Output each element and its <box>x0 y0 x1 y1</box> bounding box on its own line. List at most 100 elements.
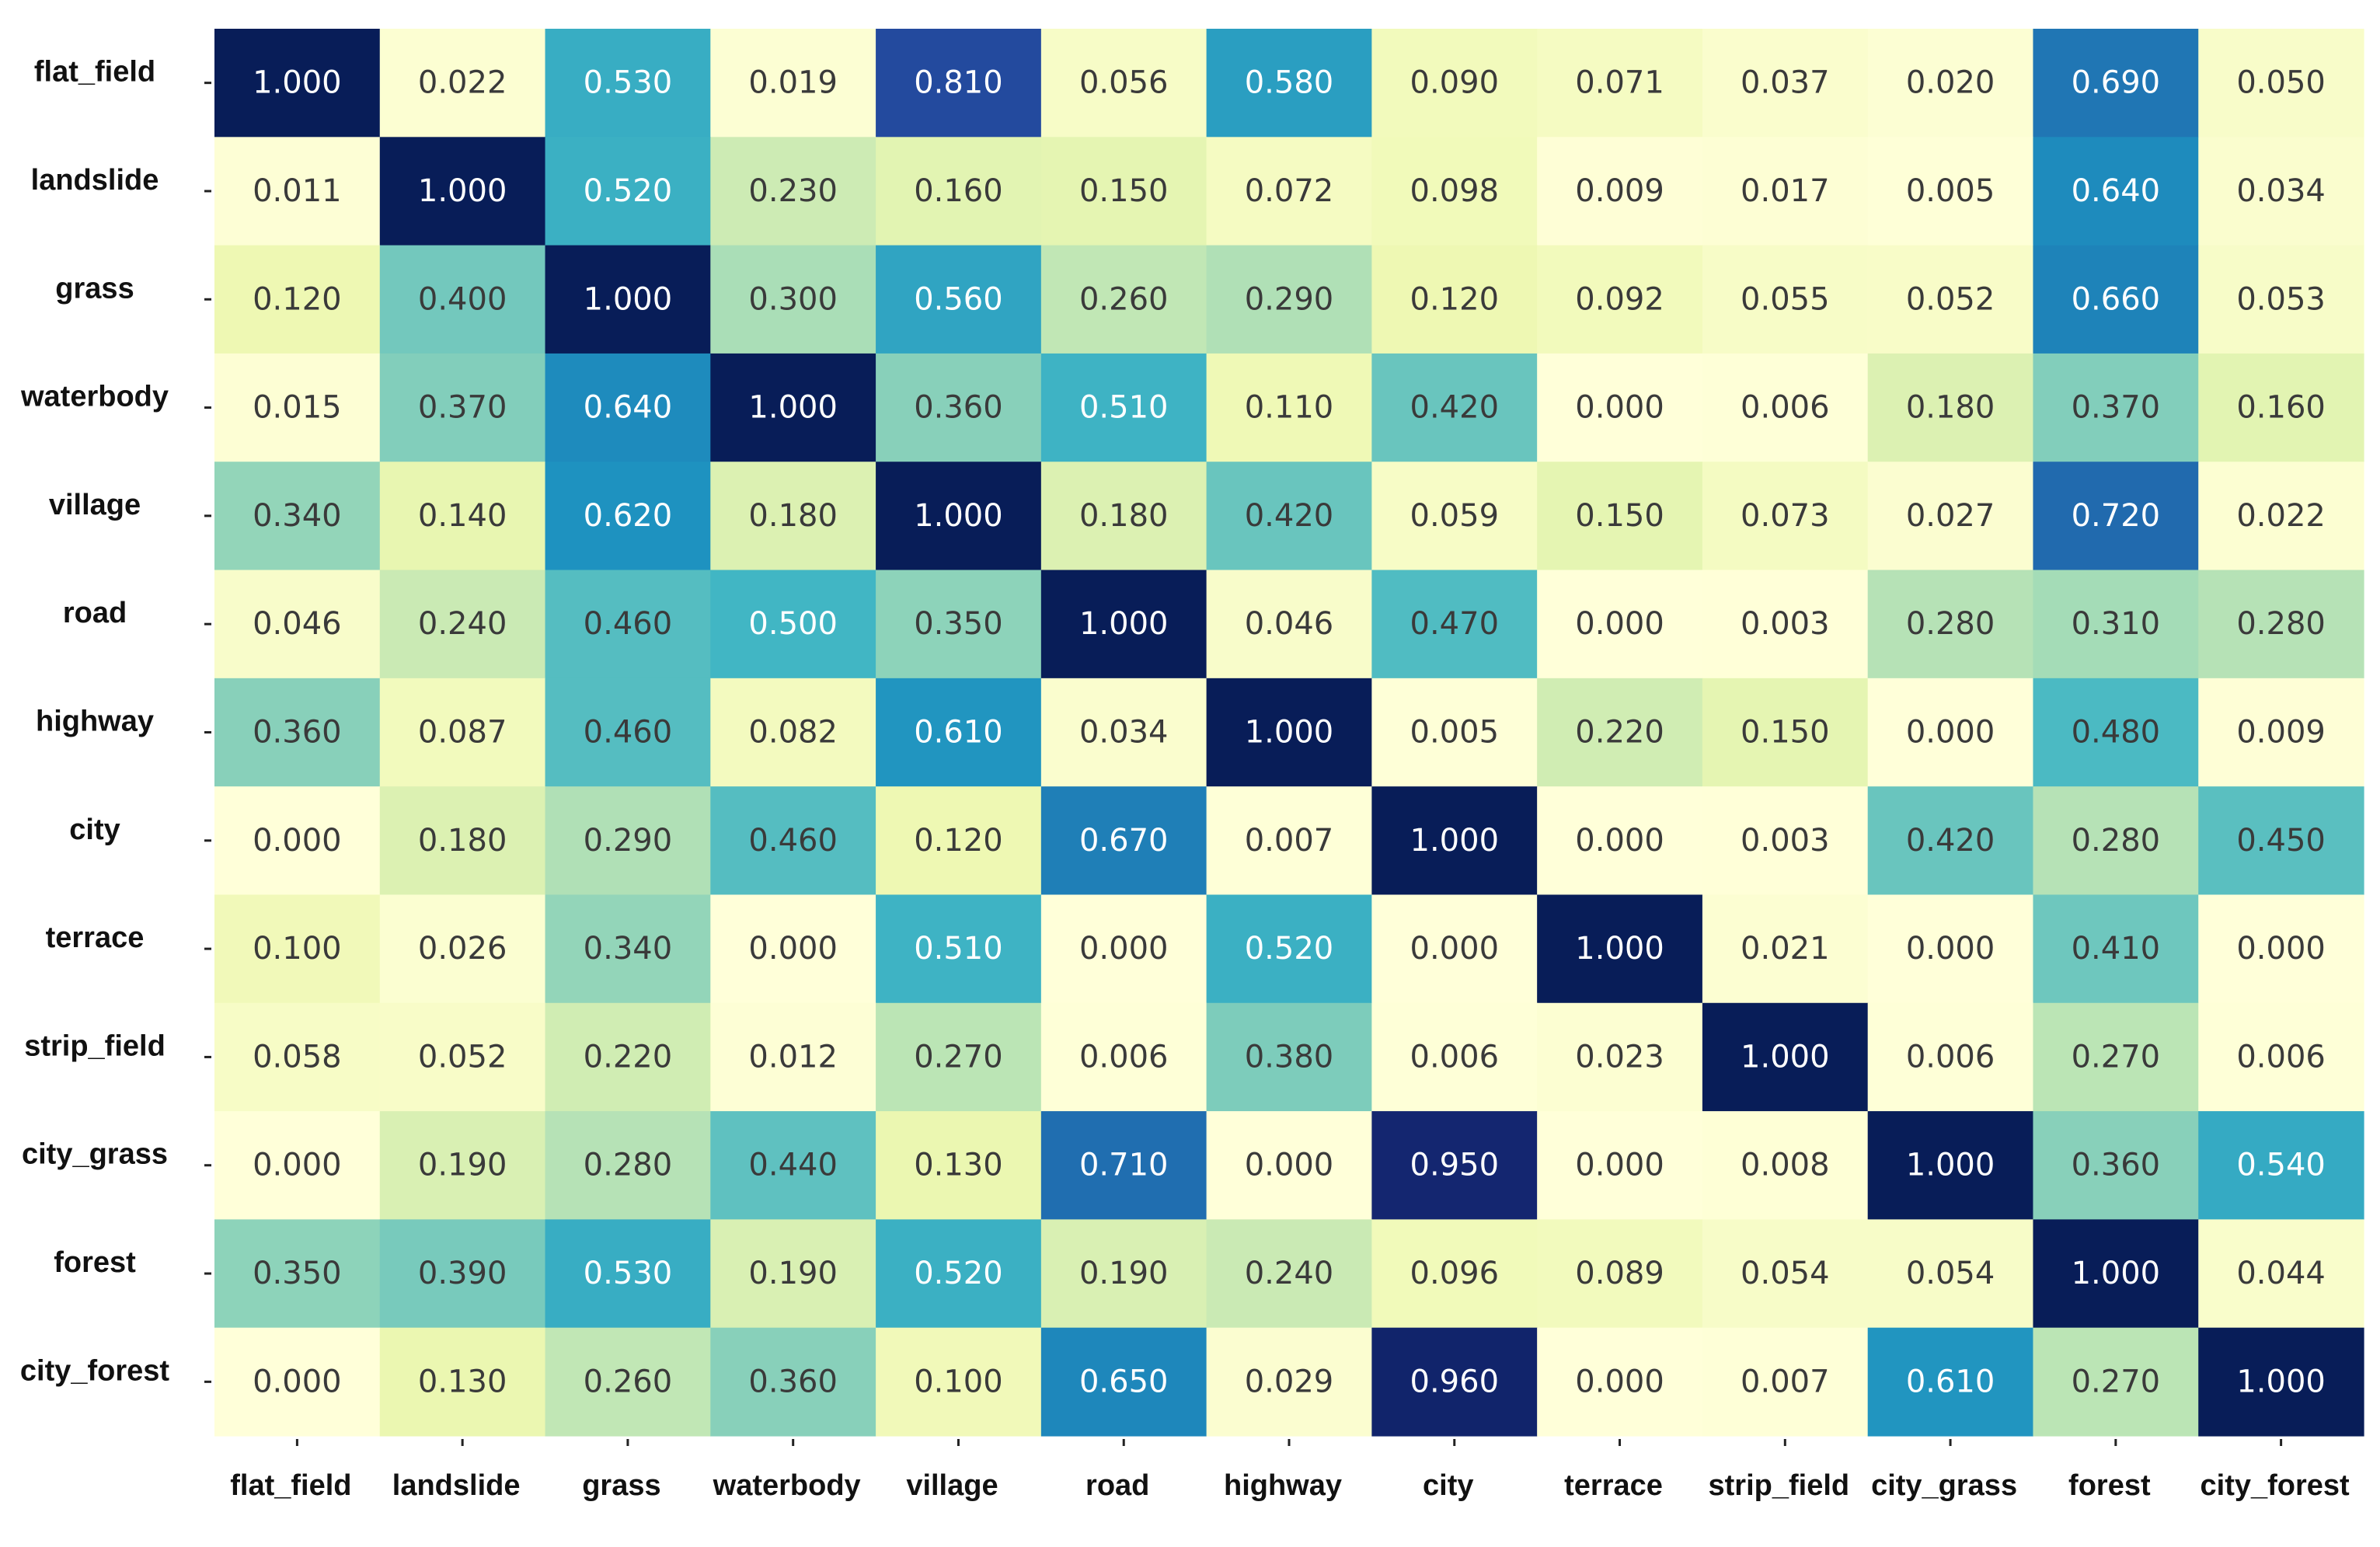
heatmap-cell-city-grass-strip-field <box>1702 1111 1869 1220</box>
heatmap-cell-city-grass-road <box>1040 1111 1207 1220</box>
heatmap-cell-highway-flat-field <box>214 678 381 787</box>
x-tick-label-highway: highway <box>1224 1469 1342 1502</box>
x-tick-label-landslide: landslide <box>392 1469 521 1502</box>
heatmap-cell-terrace-city-forest <box>2198 894 2364 1004</box>
data-label-highway-flat-field: 0.360 <box>253 715 342 751</box>
data-label-forest-city: 0.096 <box>1410 1256 1500 1291</box>
data-label-flat-field-city-forest: 0.050 <box>2236 65 2326 101</box>
heatmap-cell-road-city-grass <box>1867 570 2034 679</box>
heatmap-cell-forest-highway <box>1206 1219 1372 1329</box>
heatmap-cell-village-grass <box>545 462 711 571</box>
data-label-city-forest-city-forest: 1.000 <box>2236 1364 2326 1399</box>
data-label-city-grass-city: 0.950 <box>1410 1148 1500 1183</box>
data-label-city-grass-waterbody: 0.440 <box>748 1148 838 1183</box>
heatmap-cell-city-forest-road <box>1040 1327 1207 1437</box>
heatmap-cell-waterbody-flat-field <box>214 353 381 462</box>
data-label-road-grass: 0.460 <box>584 606 673 642</box>
data-label-road-terrace: 0.000 <box>1575 606 1664 642</box>
data-label-flat-field-grass: 0.530 <box>584 65 673 101</box>
heatmap-cell-city-forest-city-forest <box>2198 1327 2364 1437</box>
data-label-city-strip-field: 0.003 <box>1741 823 1830 859</box>
heatmap-cell-city-grass-landslide <box>379 1111 546 1220</box>
heatmap-cell-waterbody-grass <box>545 353 711 462</box>
data-label-forest-road: 0.190 <box>1079 1256 1169 1291</box>
data-label-city-forest: 0.280 <box>2072 823 2161 859</box>
data-label-village-flat-field: 0.340 <box>253 498 342 534</box>
heatmap-cell-highway-city-grass <box>1867 678 2034 787</box>
data-label-city-grass-grass: 0.280 <box>584 1148 673 1183</box>
data-label-terrace-road: 0.000 <box>1079 931 1169 967</box>
heatmap-cell-city-waterbody <box>710 786 876 896</box>
data-label-road-city-forest: 0.280 <box>2236 606 2326 642</box>
y-tick-label-city: city <box>69 814 120 846</box>
data-label-waterbody-terrace: 0.000 <box>1575 390 1664 426</box>
data-label-strip-field-terrace: 0.023 <box>1575 1039 1664 1075</box>
heatmap-cell-village-road <box>1040 462 1207 571</box>
data-label-grass-landslide: 0.400 <box>418 281 507 317</box>
data-label-terrace-highway: 0.520 <box>1245 931 1334 967</box>
data-label-city-grass-flat-field: 0.000 <box>253 1148 342 1183</box>
data-label-grass-terrace: 0.092 <box>1575 281 1664 317</box>
data-label-forest-terrace: 0.089 <box>1575 1256 1664 1291</box>
data-label-city-forest-city: 0.960 <box>1410 1364 1500 1399</box>
data-label-forest-flat-field: 0.350 <box>253 1256 342 1291</box>
heatmap-cell-landslide-flat-field <box>214 137 381 246</box>
data-label-city-forest-landslide: 0.130 <box>418 1364 507 1399</box>
heatmap-cell-strip-field-waterbody <box>710 1002 876 1112</box>
data-label-village-village: 1.000 <box>914 498 1003 534</box>
heatmap-cell-waterbody-highway <box>1206 353 1372 462</box>
data-label-city-flat-field: 0.000 <box>253 823 342 859</box>
data-label-strip-field-waterbody: 0.012 <box>748 1039 838 1075</box>
data-label-village-city: 0.059 <box>1410 498 1500 534</box>
data-label-waterbody-waterbody: 1.000 <box>748 390 838 426</box>
data-label-highway-waterbody: 0.082 <box>748 715 838 751</box>
data-label-terrace-village: 0.510 <box>914 931 1003 967</box>
heatmap-cell-flat-field-flat-field <box>214 29 381 138</box>
heatmap-cell-terrace-city <box>1371 894 1538 1004</box>
data-label-village-landslide: 0.140 <box>418 498 507 534</box>
heatmap-cell-highway-village <box>876 678 1042 787</box>
heatmap-cell-highway-strip-field <box>1702 678 1869 787</box>
data-label-strip-field-road: 0.006 <box>1079 1039 1169 1075</box>
data-label-highway-city-forest: 0.009 <box>2236 715 2326 751</box>
data-label-strip-field-strip-field: 1.000 <box>1741 1039 1830 1075</box>
data-label-city-city: 1.000 <box>1410 823 1500 859</box>
data-label-road-strip-field: 0.003 <box>1741 606 1830 642</box>
heatmap-cell-terrace-city-grass <box>1867 894 2034 1004</box>
data-label-landslide-waterbody: 0.230 <box>748 173 838 209</box>
heatmap-cell-grass-strip-field <box>1702 245 1869 354</box>
heatmap-cell-road-village <box>876 570 1042 679</box>
heatmap-cell-terrace-flat-field <box>214 894 381 1004</box>
heatmap-cell-city-road <box>1040 786 1207 896</box>
data-label-flat-field-village: 0.810 <box>914 65 1003 101</box>
data-label-forest-grass: 0.530 <box>584 1256 673 1291</box>
heatmap-cell-forest-city-grass <box>1867 1219 2034 1329</box>
heatmap-cell-forest-road <box>1040 1219 1207 1329</box>
heatmap-cells: 1.000 0.022 0.530 0.019 0.810 0.056 0.580 0.090… <box>214 29 2364 1437</box>
data-label-waterbody-strip-field: 0.006 <box>1741 390 1830 426</box>
heatmap-cell-grass-forest <box>2033 245 2199 354</box>
data-label-highway-city-grass: 0.000 <box>1906 715 1995 751</box>
data-label-waterbody-city-grass: 0.180 <box>1906 390 1995 426</box>
data-label-grass-village: 0.560 <box>914 281 1003 317</box>
data-label-flat-field-terrace: 0.071 <box>1575 65 1664 101</box>
data-label-landslide-grass: 0.520 <box>584 173 673 209</box>
heatmap-cell-road-grass <box>545 570 711 679</box>
heatmap-cell-village-flat-field <box>214 462 381 571</box>
heatmap-cell-waterbody-city-grass <box>1867 353 2034 462</box>
data-label-village-forest: 0.720 <box>2072 498 2161 534</box>
y-tick-label-city-forest: city_forest <box>20 1354 170 1387</box>
y-tick-label-forest: forest <box>54 1246 136 1279</box>
heatmap-cell-flat-field-city <box>1371 29 1538 138</box>
heatmap-cell-forest-landslide <box>379 1219 546 1329</box>
data-label-city-landslide: 0.180 <box>418 823 507 859</box>
heatmap-cell-strip-field-flat-field <box>214 1002 381 1112</box>
heatmap-cell-terrace-village <box>876 894 1042 1004</box>
x-tick-label-terrace: terrace <box>1564 1469 1663 1502</box>
heatmap-cell-strip-field-city <box>1371 1002 1538 1112</box>
heatmap-cell-road-highway <box>1206 570 1372 679</box>
data-label-forest-forest: 1.000 <box>2072 1256 2161 1291</box>
data-label-road-village: 0.350 <box>914 606 1003 642</box>
data-label-waterbody-landslide: 0.370 <box>418 390 507 426</box>
heatmap-cell-village-terrace <box>1537 462 1703 571</box>
